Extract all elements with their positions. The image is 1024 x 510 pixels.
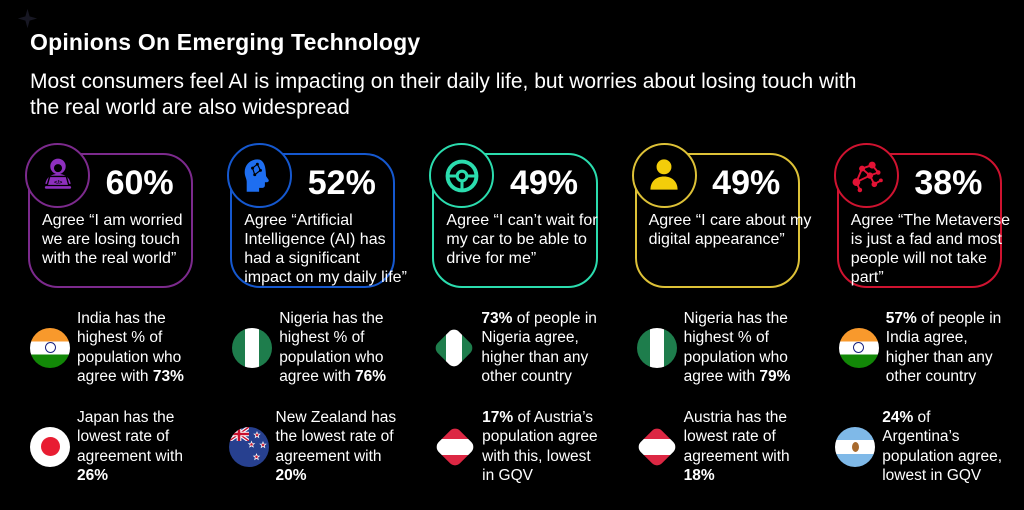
argentina-flag-icon — [833, 426, 877, 467]
stat-agree-text: Agree “I can’t wait for my car to be able… — [446, 212, 598, 267]
network-icon — [833, 143, 899, 208]
ai-head-icon — [227, 143, 293, 208]
steering-wheel-icon — [429, 143, 495, 208]
fact-austria-lowest: Austria has the lowest rate of agreement w… — [635, 398, 797, 495]
stat-percent: 49% — [509, 164, 579, 202]
column-self-driving: 49% Agree “I can’t wait for my car to be … — [429, 143, 598, 288]
sparkle-logo-icon — [16, 7, 39, 35]
facts-row-highest: India has the highest % of population who a… — [0, 299, 1024, 396]
fact-austria-lowest: 17% of Austria’s population agree with thi… — [433, 398, 598, 495]
fact-text: Nigeria has the highest % of population wh… — [279, 309, 387, 386]
steering-wheel-icon-svg — [445, 159, 479, 192]
nigeria-flag-icon — [432, 326, 476, 370]
stat-percent: 38% — [914, 164, 983, 202]
person-icon — [631, 143, 697, 208]
column-digital-appearance: 49% Agree “I care about my digital appear… — [631, 143, 812, 288]
column-ai-impact: 52% Agree “Artificial Intelligence (AI) h… — [227, 143, 407, 288]
person-coding-icon: </> — [25, 143, 90, 208]
fact-india-highest: 57% of people in India agree, higher than … — [837, 299, 1002, 396]
stat-percent: 49% — [712, 164, 781, 202]
fact-india-highest: India has the highest % of population who a… — [28, 299, 193, 396]
column-metaverse: 38% Agree “The Metaverse is just a fad an… — [833, 143, 1010, 288]
new-zealand-flag-icon — [227, 426, 271, 467]
facts-row-lowest: Japan has the lowest rate of agreement wit… — [0, 398, 1024, 495]
india-flag-icon — [28, 327, 72, 368]
stat-agree-text: Agree “Artificial Intelligence (AI) has ha… — [244, 212, 407, 286]
india-flag-icon — [837, 327, 881, 368]
stat-percent: 60% — [105, 164, 174, 202]
fact-nigeria-highest: Nigeria has the highest % of population wh… — [635, 299, 800, 396]
fact-text: 17% of Austria’s population agree with thi… — [482, 408, 598, 485]
fact-text: Austria has the lowest rate of agreement w… — [683, 408, 790, 485]
fact-text: Nigeria has the highest % of population wh… — [683, 309, 791, 386]
austria-flag-icon — [635, 425, 679, 469]
austria-flag-icon — [433, 425, 477, 469]
fact-text: Japan has the lowest rate of agreement wit… — [77, 408, 183, 485]
person-coding-icon-svg: </> — [44, 158, 71, 189]
fact-nigeria-highest: Nigeria has the highest % of population wh… — [230, 299, 395, 396]
stat-card: 52% Agree “Artificial Intelligence (AI) h… — [227, 143, 407, 288]
svg-text:</>: </> — [54, 179, 63, 185]
person-icon-svg — [650, 158, 678, 190]
stat-agree-text: Agree “The Metaverse is just a fad and mo… — [850, 212, 1010, 286]
nigeria-flag-icon — [635, 327, 679, 368]
stat-percent: 52% — [307, 164, 376, 202]
fact-text: 73% of people in Nigeria agree, higher tha… — [481, 309, 597, 386]
stat-card: </> 60% Agree “I am worried we are losing… — [25, 143, 194, 288]
stat-cards-row: </> 60% Agree “I am worried we are losing… — [0, 143, 1024, 288]
ai-head-icon-svg — [244, 158, 269, 192]
nigeria-flag-icon — [230, 327, 274, 368]
fact-nigeria-highest: 73% of people in Nigeria agree, higher tha… — [432, 299, 597, 396]
fact-argentina-lowest: 24% of Argentina’s population agree, lowest… — [833, 398, 1002, 495]
stat-card: 49% Agree “I care about my digital appear… — [631, 143, 812, 288]
fact-text: 24% of Argentina’s population agree, lowest… — [882, 408, 1002, 485]
page-subtitle: Most consumers feel AI is impacting on t… — [30, 70, 857, 119]
fact-text: 57% of people in India agree, higher than … — [885, 309, 1002, 386]
header: Opinions On Emerging Technology Most con… — [0, 0, 1024, 121]
fact-new-zealand-lowest: New Zealand has the lowest rate of agreeme… — [227, 398, 397, 495]
stat-card: 49% Agree “I can’t wait for my car to be … — [429, 143, 598, 288]
fact-text: New Zealand has the lowest rate of agreeme… — [275, 408, 397, 485]
stat-agree-text: Agree “I care about my digital appearance… — [648, 212, 812, 248]
network-icon-svg — [852, 161, 884, 192]
stat-card: 38% Agree “The Metaverse is just a fad an… — [833, 143, 1010, 288]
page-title: Opinions On Emerging Technology — [30, 29, 421, 55]
fact-text: India has the highest % of population who a… — [77, 309, 184, 386]
fact-japan-lowest: Japan has the lowest rate of agreement wit… — [28, 398, 190, 495]
new-zealand-flag-svg — [228, 426, 269, 467]
stat-agree-text: Agree “I am worried we are losing touch wi… — [42, 212, 183, 267]
column-losing-touch: </> 60% Agree “I am worried we are losing… — [25, 143, 194, 288]
japan-flag-icon — [28, 426, 72, 467]
